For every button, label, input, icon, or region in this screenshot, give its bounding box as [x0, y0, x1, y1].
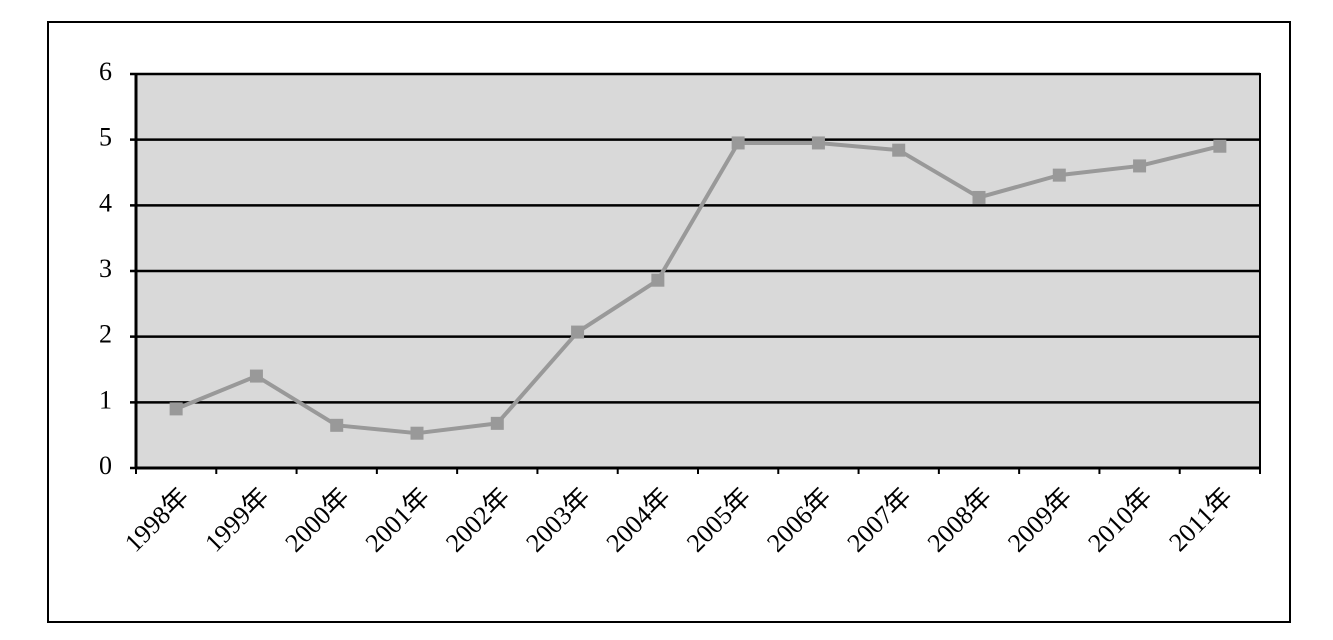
data-point — [811, 136, 825, 150]
data-point — [169, 402, 183, 416]
data-point — [571, 325, 585, 339]
data-point — [249, 369, 263, 383]
data-point — [972, 190, 986, 204]
data-point — [1213, 139, 1227, 153]
data-point — [410, 426, 424, 440]
y-tick-label: 3 — [99, 254, 112, 283]
data-point — [892, 143, 906, 157]
y-tick-label: 6 — [99, 57, 112, 86]
y-tick-label: 4 — [99, 188, 112, 217]
y-tick-label: 5 — [99, 123, 112, 152]
data-point — [651, 273, 665, 287]
data-point — [330, 418, 344, 432]
data-point — [731, 136, 745, 150]
data-point — [1133, 159, 1147, 173]
data-line — [175, 140, 1221, 436]
data-point — [1052, 168, 1066, 182]
data-point — [490, 416, 504, 430]
y-tick-label: 0 — [99, 451, 112, 480]
y-tick-label: 1 — [99, 385, 112, 414]
y-tick-label: 2 — [99, 320, 112, 349]
